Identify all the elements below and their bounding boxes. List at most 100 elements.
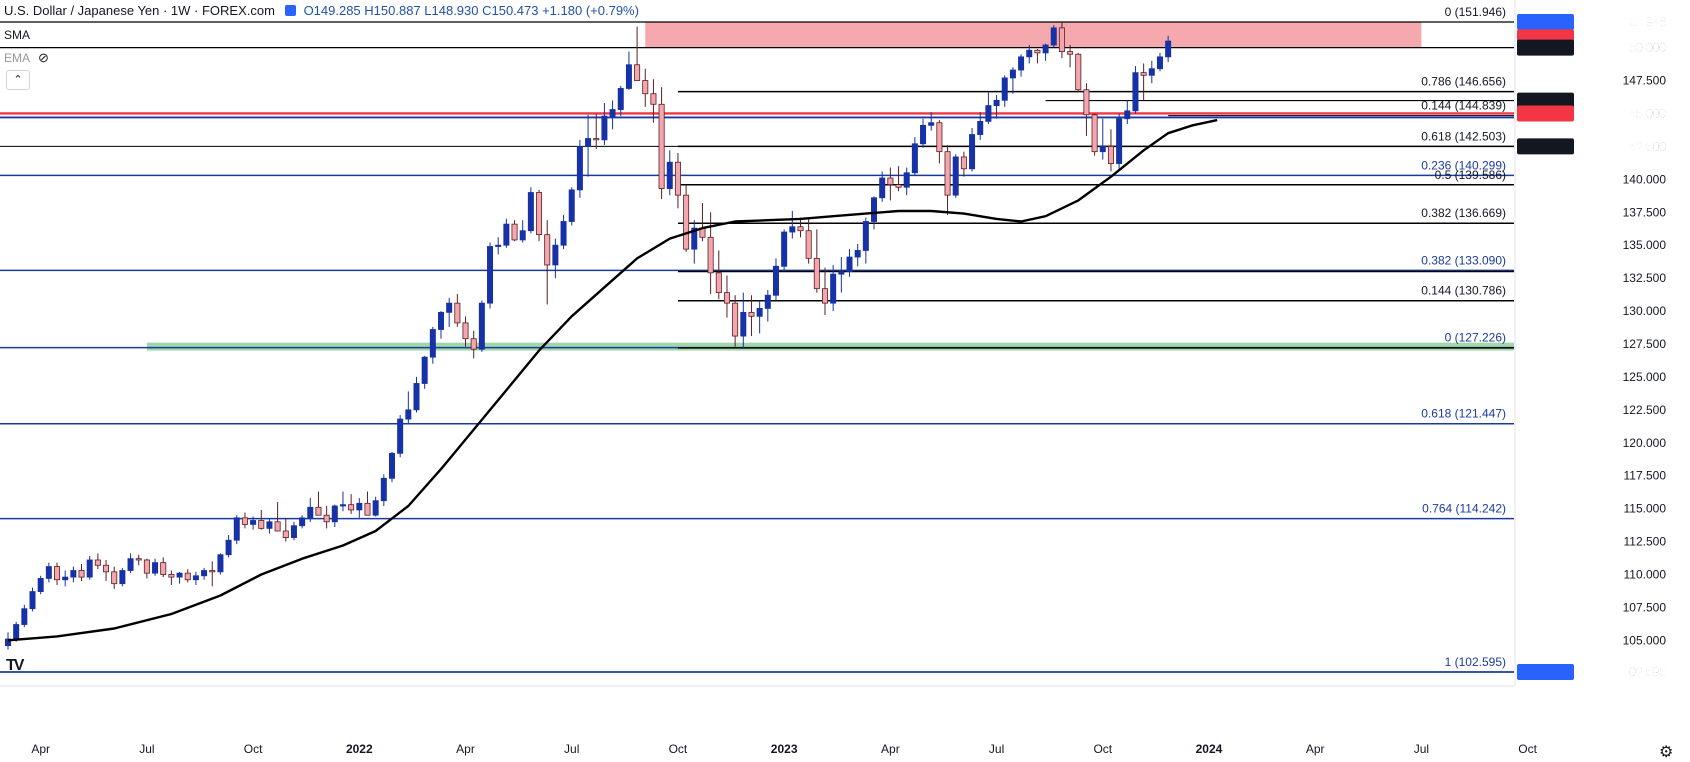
- candle-body: [977, 120, 984, 135]
- eye-off-icon[interactable]: ⊘: [38, 50, 49, 65]
- candle-body: [748, 311, 755, 317]
- x-tick-label: Oct: [1518, 742, 1537, 756]
- candle-body: [274, 521, 281, 532]
- fib-label: 0.5 (139.586): [1435, 168, 1506, 182]
- y-tick-label: 105.000: [1623, 633, 1667, 647]
- price-badge-label: 142.500: [1623, 139, 1667, 153]
- candle: [911, 137, 918, 176]
- x-tick-label: Oct: [669, 742, 688, 756]
- price-badge-label: 150.779: [1623, 30, 1667, 44]
- candle-body: [527, 192, 534, 232]
- candle-body: [764, 294, 771, 309]
- candle: [1050, 25, 1057, 48]
- collapse-legend-button[interactable]: ⌃: [6, 70, 30, 90]
- candle: [715, 250, 722, 300]
- candle: [879, 171, 886, 202]
- candle-body: [299, 517, 306, 527]
- candle-body: [503, 223, 510, 246]
- candle: [503, 218, 510, 248]
- candle: [152, 558, 159, 576]
- candle-body: [380, 477, 387, 502]
- candle-body: [666, 161, 673, 189]
- candle-body: [511, 223, 518, 241]
- candle-body: [1107, 146, 1114, 164]
- candle: [691, 220, 698, 264]
- candle: [993, 95, 1000, 119]
- checkbox-icon[interactable]: [284, 5, 296, 16]
- candle-body: [54, 566, 61, 581]
- candle: [250, 516, 257, 530]
- candle-body: [388, 452, 395, 479]
- candle: [487, 242, 494, 309]
- candle: [625, 51, 632, 90]
- tradingview-logo[interactable]: TV: [6, 657, 25, 674]
- candle-body: [323, 514, 330, 523]
- symbol-title[interactable]: U.S. Dollar / Japanese Yen · 1W · FOREX.…: [4, 3, 275, 18]
- price-badge: [1517, 664, 1574, 680]
- candle-body: [895, 184, 902, 188]
- candle: [683, 184, 690, 252]
- candle: [429, 326, 436, 364]
- candle: [723, 275, 730, 318]
- candle-body: [691, 227, 698, 250]
- candle: [1091, 113, 1098, 156]
- candle-body: [184, 572, 191, 581]
- candle-body: [797, 226, 804, 232]
- candle-body: [830, 273, 837, 304]
- price-axis-bg: [1515, 0, 1690, 762]
- candle-body: [813, 257, 820, 290]
- candle: [470, 330, 477, 359]
- candle-body: [413, 383, 420, 411]
- candle: [495, 237, 502, 255]
- candle-body: [397, 418, 404, 454]
- candle: [666, 150, 673, 196]
- indicator-ema[interactable]: EMA ⊘: [4, 50, 49, 66]
- candle: [1026, 44, 1033, 64]
- fib-label: 0.618 (142.503): [1421, 129, 1506, 143]
- candle-body: [45, 566, 52, 579]
- x-tick-label: Jul: [989, 742, 1004, 756]
- candle: [1058, 22, 1065, 59]
- candle: [601, 102, 608, 146]
- x-tick-label: Apr: [456, 742, 475, 756]
- candle-body: [756, 308, 763, 317]
- price-badge-label: 151.946: [1623, 15, 1667, 29]
- time-axis-bg: [0, 686, 1690, 762]
- candle-body: [642, 80, 649, 95]
- y-tick-label: 122.500: [1623, 403, 1667, 417]
- candle-body: [462, 322, 469, 340]
- candle: [241, 512, 248, 529]
- indicator-sma[interactable]: SMA: [4, 28, 30, 42]
- candle: [1116, 113, 1123, 169]
- price-badge: [1517, 138, 1574, 155]
- candle-body: [1116, 118, 1123, 164]
- candle-body: [593, 138, 600, 141]
- candle: [1067, 44, 1074, 68]
- candle-body: [1132, 72, 1139, 112]
- candle-body: [846, 256, 853, 272]
- fib-label: 0.618 (121.447): [1421, 407, 1506, 421]
- candle-body: [290, 525, 297, 538]
- y-tick-label: 147.500: [1623, 74, 1667, 88]
- candle-body: [217, 554, 224, 573]
- gear-icon[interactable]: ⚙: [1659, 744, 1674, 761]
- candle: [552, 238, 559, 279]
- y-tick-label: 120.000: [1623, 436, 1667, 450]
- candle-body: [429, 329, 436, 358]
- candle: [397, 415, 404, 458]
- candle-body: [119, 570, 126, 585]
- fib-label: 0.382 (133.090): [1421, 253, 1506, 267]
- candle-body: [838, 271, 845, 275]
- candle: [233, 515, 240, 545]
- candle-body: [683, 194, 690, 250]
- candle: [960, 151, 967, 177]
- x-tick-label: Oct: [244, 742, 263, 756]
- candle: [740, 292, 747, 348]
- candle-body: [438, 311, 445, 330]
- sma-line: [7, 118, 1218, 642]
- candle: [1156, 52, 1163, 72]
- candle: [764, 289, 771, 322]
- candle: [143, 558, 150, 579]
- candle-body: [1124, 110, 1131, 120]
